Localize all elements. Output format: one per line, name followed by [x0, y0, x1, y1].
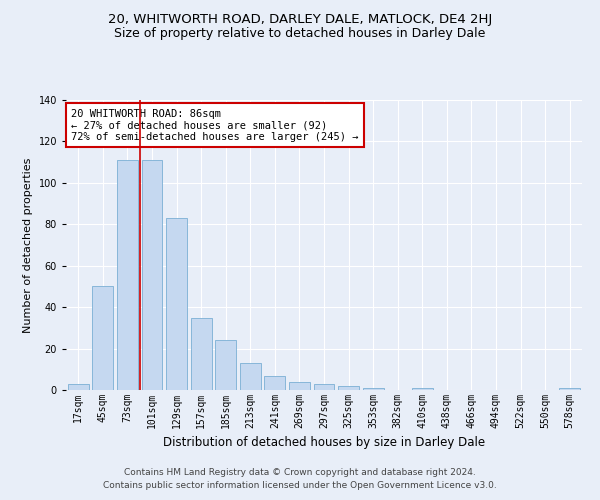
Text: 20 WHITWORTH ROAD: 86sqm
← 27% of detached houses are smaller (92)
72% of semi-d: 20 WHITWORTH ROAD: 86sqm ← 27% of detach… [71, 108, 359, 142]
Bar [559, 388, 580, 390]
Text: Distribution of detached houses by size in Darley Dale: Distribution of detached houses by size … [163, 436, 485, 449]
Bar [215, 340, 236, 390]
Bar [68, 384, 89, 390]
Bar [92, 286, 113, 390]
Bar [265, 376, 286, 390]
Text: Contains HM Land Registry data © Crown copyright and database right 2024.: Contains HM Land Registry data © Crown c… [124, 468, 476, 477]
Bar [289, 382, 310, 390]
Bar [142, 160, 163, 390]
Y-axis label: Number of detached properties: Number of detached properties [23, 158, 33, 332]
Bar [240, 363, 261, 390]
Bar [191, 318, 212, 390]
Bar [338, 386, 359, 390]
Bar [117, 160, 138, 390]
Text: Size of property relative to detached houses in Darley Dale: Size of property relative to detached ho… [115, 28, 485, 40]
Bar [362, 388, 383, 390]
Bar [166, 218, 187, 390]
Text: 20, WHITWORTH ROAD, DARLEY DALE, MATLOCK, DE4 2HJ: 20, WHITWORTH ROAD, DARLEY DALE, MATLOCK… [108, 12, 492, 26]
Bar [314, 384, 334, 390]
Text: Contains public sector information licensed under the Open Government Licence v3: Contains public sector information licen… [103, 482, 497, 490]
Bar [412, 388, 433, 390]
